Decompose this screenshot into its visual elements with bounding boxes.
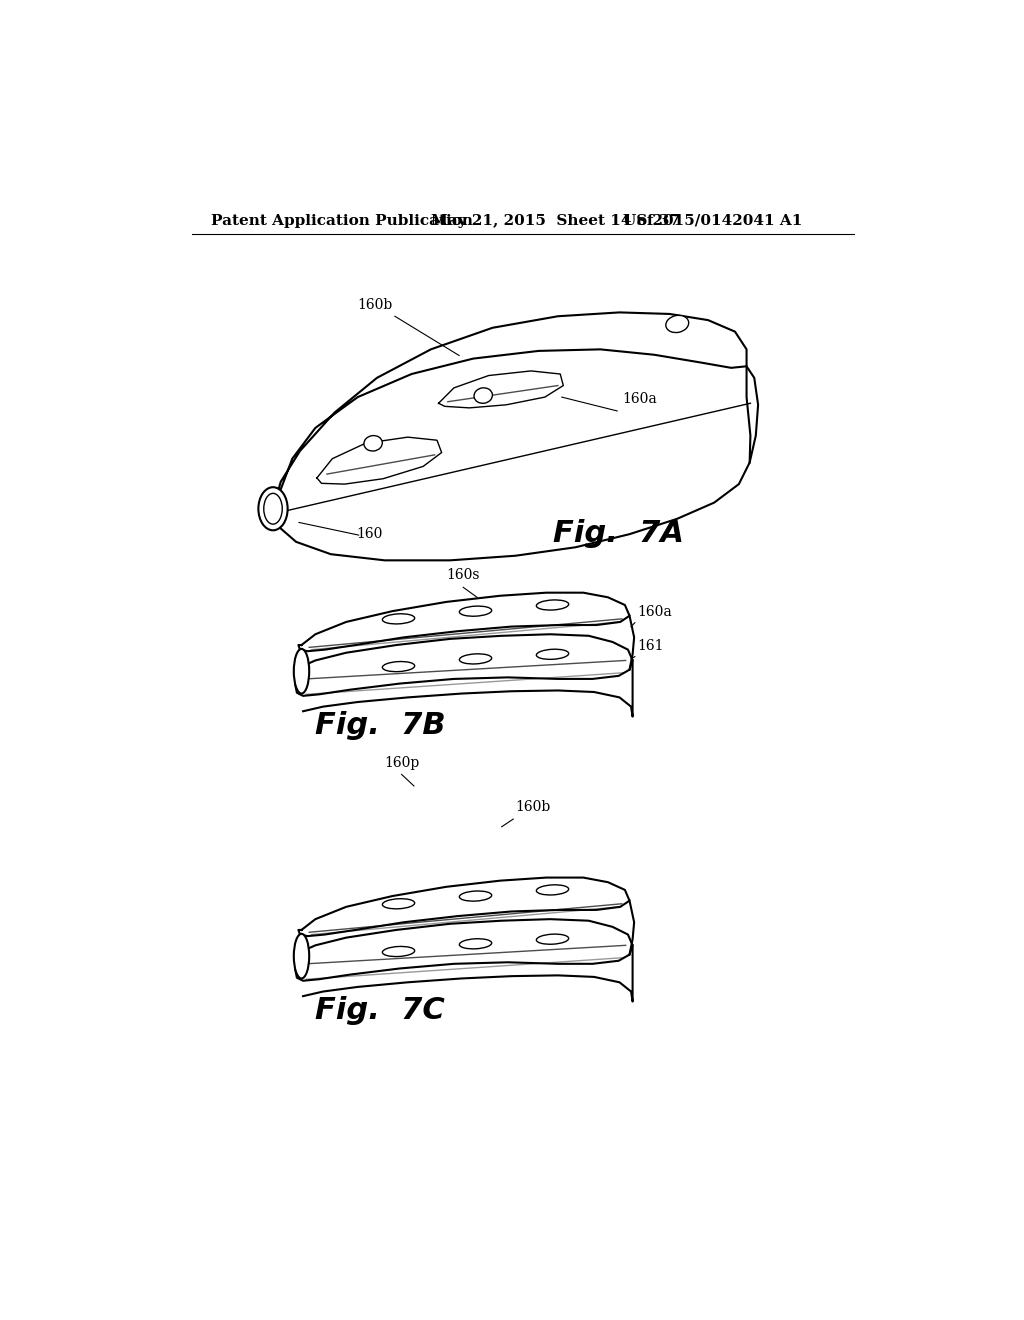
Ellipse shape (264, 494, 283, 524)
Ellipse shape (382, 614, 415, 624)
Text: 160a: 160a (637, 605, 672, 619)
Ellipse shape (382, 946, 415, 957)
Ellipse shape (537, 884, 568, 895)
Ellipse shape (460, 939, 492, 949)
Text: 160b: 160b (515, 800, 551, 814)
Ellipse shape (294, 649, 309, 693)
Text: Patent Application Publication: Patent Application Publication (211, 214, 473, 228)
Text: 160s: 160s (446, 568, 480, 582)
Ellipse shape (537, 599, 568, 610)
Text: US 2015/0142041 A1: US 2015/0142041 A1 (624, 214, 803, 228)
Ellipse shape (382, 661, 415, 672)
Ellipse shape (666, 315, 689, 333)
Ellipse shape (460, 891, 492, 902)
Text: 160p: 160p (385, 755, 420, 770)
Text: 160a: 160a (622, 392, 656, 407)
Text: 161: 161 (637, 639, 664, 652)
Ellipse shape (294, 933, 309, 978)
Text: May 21, 2015  Sheet 14 of 37: May 21, 2015 Sheet 14 of 37 (431, 214, 680, 228)
Text: Fig.  7C: Fig. 7C (315, 997, 445, 1026)
Ellipse shape (474, 388, 493, 404)
Text: Fig.  7A: Fig. 7A (553, 519, 684, 548)
Ellipse shape (364, 436, 382, 451)
Ellipse shape (537, 935, 568, 944)
Text: 160b: 160b (357, 297, 393, 312)
Ellipse shape (537, 649, 568, 660)
Ellipse shape (382, 899, 415, 909)
Ellipse shape (460, 606, 492, 616)
Text: Fig.  7B: Fig. 7B (315, 711, 446, 741)
Ellipse shape (258, 487, 288, 531)
Ellipse shape (460, 653, 492, 664)
Text: 160: 160 (356, 527, 382, 541)
